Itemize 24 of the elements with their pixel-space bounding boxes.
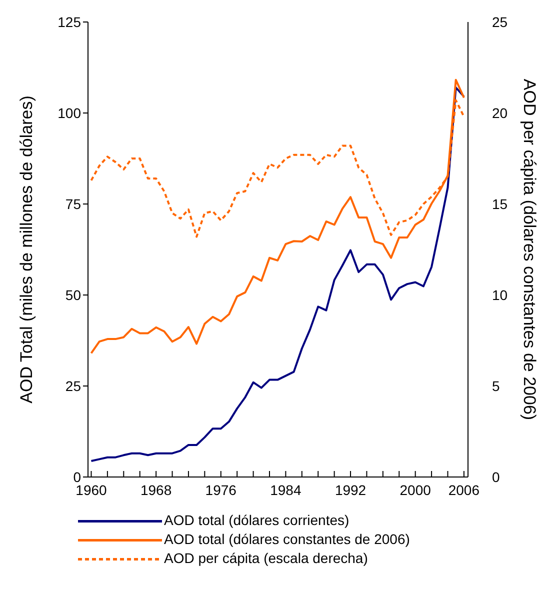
legend-label: AOD total (dólares constantes de 2006): [164, 531, 410, 547]
x-tick-label: 1984: [270, 482, 302, 498]
y2-tick-label: 10: [492, 286, 508, 303]
y-tick-label: 125: [58, 14, 82, 30]
x-tick-label: 2006: [448, 482, 480, 498]
y2-tick-label: 0: [492, 468, 500, 485]
legend-label: AOD per cápita (escala derecha): [164, 550, 368, 566]
x-tick-label: 1976: [205, 482, 237, 498]
line-series: [90, 78, 465, 354]
y2-tick-label: 5: [492, 378, 500, 394]
y2-tick-label: 15: [492, 196, 508, 212]
x-tick-label: 1968: [140, 482, 172, 498]
y-tick-label: 100: [58, 104, 82, 121]
y-tick-label: 25: [65, 378, 82, 394]
y2-tick-label: 20: [492, 104, 508, 121]
x-tick-label: 1992: [334, 482, 366, 498]
y2-axis-title: AOD per cápita (dólares constantes de 2006): [520, 78, 539, 420]
legend-label: AOD total (dólares corrientes): [164, 512, 350, 528]
y2-tick-label: 25: [492, 14, 508, 30]
y-axis-title: AOD Total (miles de millones de dólares): [17, 96, 36, 404]
y-tick-label: 75: [65, 196, 82, 212]
line-series: [90, 86, 465, 462]
x-tick-label: 2000: [400, 482, 432, 498]
y-tick-label: 50: [65, 286, 82, 303]
